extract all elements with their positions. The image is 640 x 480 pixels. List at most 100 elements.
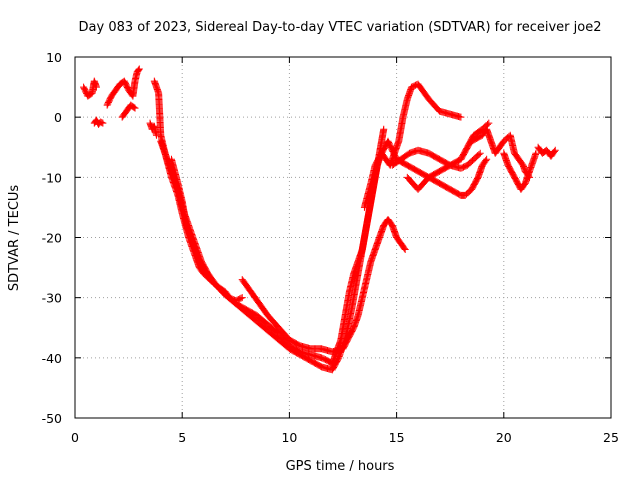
data-point-fill [108, 87, 119, 99]
data-point-fill [458, 144, 471, 162]
data-point [99, 119, 107, 127]
data-point-fill [518, 181, 528, 192]
data-point-fill [359, 277, 370, 300]
data-point-fill [511, 150, 522, 162]
data-point [532, 149, 540, 157]
data-point-fill [329, 355, 342, 373]
data-point-fill [385, 139, 400, 162]
data-point-fill [426, 96, 442, 114]
series-arc-J [534, 143, 559, 160]
data-point-fill [447, 186, 464, 199]
data-point-fill [319, 354, 331, 364]
data-point-fill [390, 156, 404, 168]
data-point-fill [155, 90, 165, 138]
data-point [457, 113, 465, 121]
axis-ticks: 0 5 10 15 20 25 10 0 -10 -20 -30 -40 -50 [42, 50, 619, 445]
data-point-fill [415, 81, 432, 102]
data-point-fill [399, 96, 411, 120]
data-point-fill [287, 336, 303, 349]
data-point-fill [372, 150, 385, 168]
series-arc-early-3 [103, 65, 143, 109]
data-point [483, 155, 491, 163]
data-point-fill [415, 175, 432, 192]
data-point-fill [183, 223, 196, 246]
data-point-fill [437, 180, 453, 193]
data-point-fill [149, 123, 158, 132]
series-arc-I [500, 149, 540, 193]
series-arc-early-5 [146, 119, 160, 139]
data-point-fill [196, 259, 207, 273]
data-point [135, 65, 143, 73]
data-point-fill [297, 351, 314, 364]
data-point-fill [254, 319, 271, 334]
y-tick-label: -30 [42, 291, 62, 306]
data-point-fill [346, 271, 357, 294]
series-arc-C [167, 155, 246, 305]
x-tick-label: 25 [603, 430, 619, 445]
data-point [131, 104, 139, 112]
data-point-fill [458, 162, 470, 172]
data-point-fill [207, 277, 219, 288]
data-point-fill [526, 151, 540, 174]
data-point-fill [465, 156, 476, 168]
data-point-fill [248, 289, 263, 306]
data-point-fill [134, 66, 143, 75]
data-point-fill [201, 268, 213, 282]
series-arc-early-4 [118, 101, 139, 121]
data-point-fill [426, 168, 442, 181]
data-point-fill [469, 132, 485, 145]
y-tick-label: -10 [42, 170, 62, 185]
data-point-fill [189, 241, 203, 264]
data-point-fill [104, 93, 115, 108]
data-point-fill [222, 289, 233, 300]
data-point-fill [256, 301, 271, 319]
y-tick-label: 0 [54, 110, 62, 125]
data-point-fill [361, 181, 375, 210]
data-point [551, 146, 559, 154]
data-point-fill [516, 156, 526, 168]
data-point-fill [447, 156, 464, 169]
series-arc-D [238, 215, 409, 356]
y-tick-label: -40 [42, 351, 62, 366]
series-arc-G [403, 119, 493, 193]
data-point-fill [471, 150, 483, 162]
series-arc-early-2 [90, 116, 107, 128]
data-point-fill [121, 78, 132, 93]
data-point-fill [496, 138, 507, 150]
data-point-fill [340, 325, 357, 352]
data-point [401, 246, 409, 254]
data-point-fill [367, 163, 379, 186]
data-point-fill [233, 301, 249, 316]
data-points [80, 65, 559, 374]
y-axis-label: SDTVAR / TECUs [7, 185, 22, 292]
data-point-fill [308, 358, 324, 370]
y-tick-label: -50 [42, 411, 62, 426]
data-point-fill [276, 337, 292, 352]
data-point-fill [98, 119, 106, 127]
data-point-fill [385, 217, 395, 228]
data-point-fill [265, 322, 281, 337]
x-tick-label: 0 [71, 430, 79, 445]
data-point-fill [479, 156, 490, 168]
data-point-fill [492, 144, 503, 156]
x-tick-label: 5 [178, 430, 186, 445]
data-point-fill [354, 295, 366, 318]
data-point-fill [214, 282, 228, 295]
data-point-fill [507, 133, 518, 156]
data-point-fill [437, 162, 453, 175]
x-tick-label: 20 [496, 430, 512, 445]
data-point-fill [398, 150, 412, 162]
data-point-fill [119, 108, 130, 120]
data-point-fill [393, 235, 404, 246]
data-point-fill [162, 151, 175, 174]
data-point-fill [405, 162, 421, 175]
data-point-fill [276, 325, 292, 343]
data-point-fill [471, 126, 485, 138]
data-point-fill [398, 241, 408, 252]
data-point-fill [426, 150, 442, 163]
data-point-fill [113, 81, 123, 93]
y-tick-label: -20 [42, 231, 62, 246]
chart-title: Day 083 of 2023, Sidereal Day-to-day VTE… [79, 20, 602, 35]
data-point-fill [462, 187, 474, 198]
